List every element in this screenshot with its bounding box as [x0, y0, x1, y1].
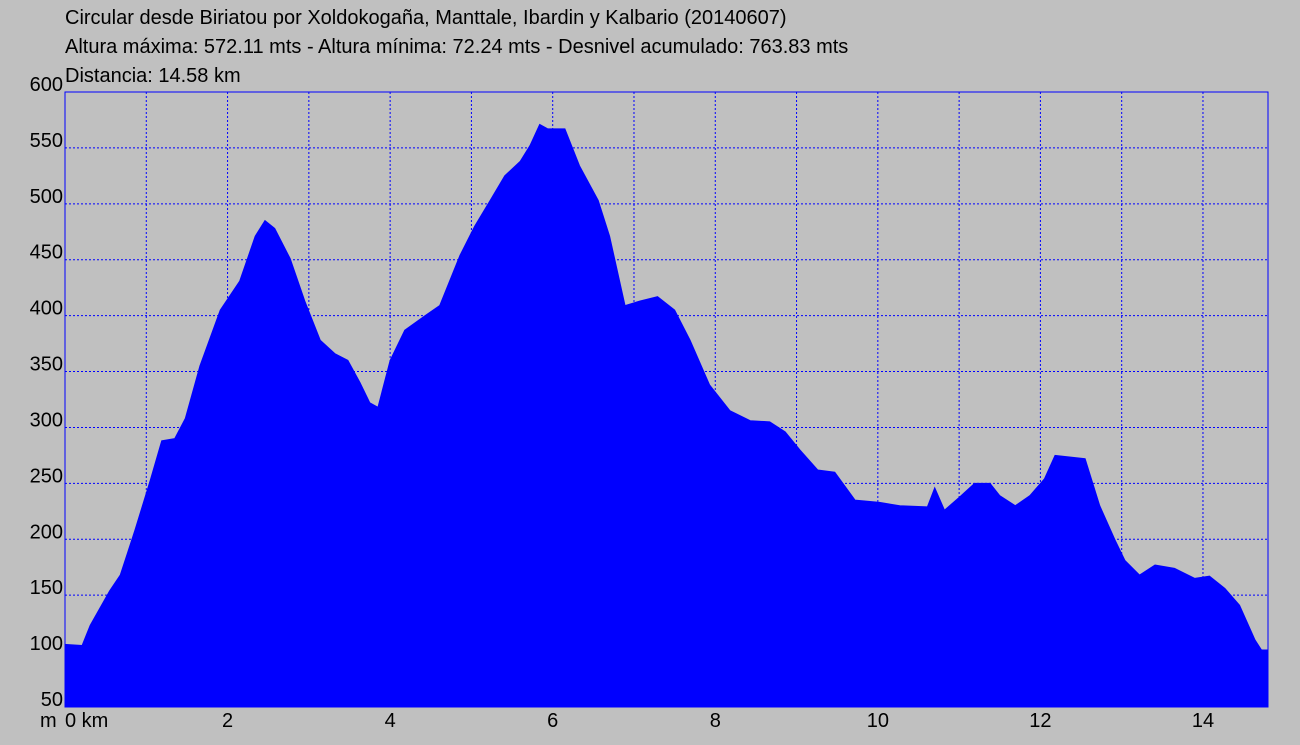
y-tick-label: 600 [30, 74, 63, 96]
x-tick-label: 0 km [65, 710, 108, 732]
x-tick-label: 10 [867, 710, 889, 732]
y-tick-label: 400 [30, 298, 63, 320]
distance-note: Distancia: 14.58 km [65, 65, 241, 87]
y-tick-label: 250 [30, 465, 63, 487]
y-tick-label: 450 [30, 242, 63, 264]
x-tick-label: 6 [547, 710, 558, 732]
y-tick-label: 350 [30, 354, 63, 376]
x-tick-label: 8 [710, 710, 721, 732]
chart-title: Circular desde Biriatou por Xoldokogaña,… [65, 7, 787, 29]
y-tick-label: 550 [30, 130, 63, 152]
x-tick-label: 2 [222, 710, 233, 732]
y-tick-label: 200 [30, 521, 63, 543]
y-tick-label: 500 [30, 186, 63, 208]
y-tick-label: 50 [41, 689, 63, 711]
y-tick-label: 300 [30, 409, 63, 431]
x-tick-label: 12 [1029, 710, 1051, 732]
plot-border [64, 91, 1269, 708]
y-axis-label: m [40, 710, 57, 732]
x-tick-label: 4 [385, 710, 396, 732]
y-tick-label: 100 [30, 633, 63, 655]
x-tick-label: 14 [1192, 710, 1214, 732]
y-tick-label: 150 [30, 577, 63, 599]
chart-subtitle: Altura máxima: 572.11 mts - Altura mínim… [65, 36, 848, 58]
elevation-area [64, 123, 1269, 708]
